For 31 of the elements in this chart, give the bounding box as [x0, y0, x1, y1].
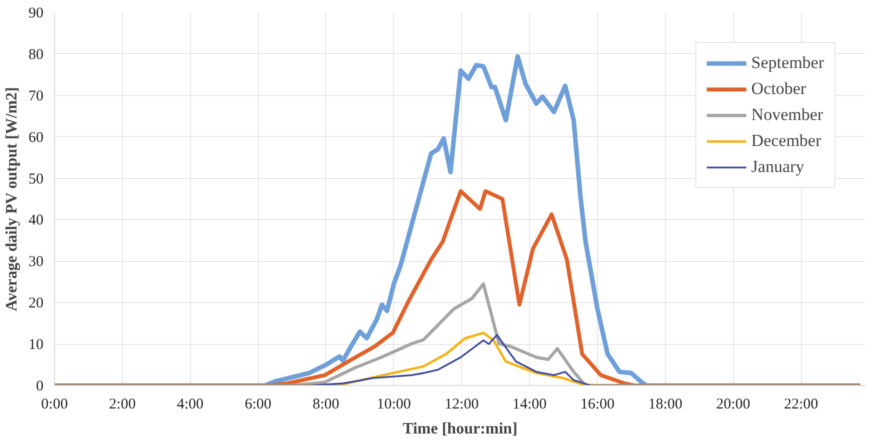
x-tick-label: 0:00 — [41, 396, 68, 412]
y-tick-label: 80 — [28, 46, 44, 63]
y-tick-label: 50 — [28, 171, 44, 188]
x-tick-label: 20:00 — [716, 396, 750, 412]
line-series — [54, 189, 862, 386]
y-tick-label: 10 — [28, 337, 44, 354]
y-tick-label: 0 — [36, 378, 44, 394]
y-tick-label: 20 — [28, 296, 44, 312]
x-tick-label: 8:00 — [312, 396, 340, 412]
y-tick-label: 90 — [28, 6, 44, 22]
legend-label: November — [751, 105, 824, 125]
x-tick-label: 18:00 — [648, 396, 682, 412]
x-tick-label: 2:00 — [109, 396, 136, 412]
line-series — [54, 282, 862, 386]
x-tick-label: 14:00 — [512, 396, 547, 412]
x-axis-title: Time [hour:min] — [402, 420, 518, 438]
y-tick-label: 30 — [28, 254, 44, 270]
x-tick-label: 22:00 — [784, 396, 818, 412]
y-tick-label: 70 — [28, 88, 44, 104]
y-axis-title: Average daily PV output [W/m2] — [4, 87, 20, 312]
x-tick-label: 4:00 — [176, 396, 204, 412]
y-tick-label: 60 — [28, 130, 44, 146]
x-tick-label: 12:00 — [444, 396, 479, 412]
x-tick-label: 6:00 — [244, 396, 272, 412]
legend-label: September — [751, 53, 824, 73]
x-tick-label: 10:00 — [376, 396, 411, 412]
x-tick-label: 16:00 — [580, 396, 615, 412]
legend-label: January — [751, 157, 804, 177]
legend-label: December — [751, 131, 822, 151]
legend-label: October — [751, 79, 806, 99]
y-tick-label: 40 — [28, 212, 44, 229]
